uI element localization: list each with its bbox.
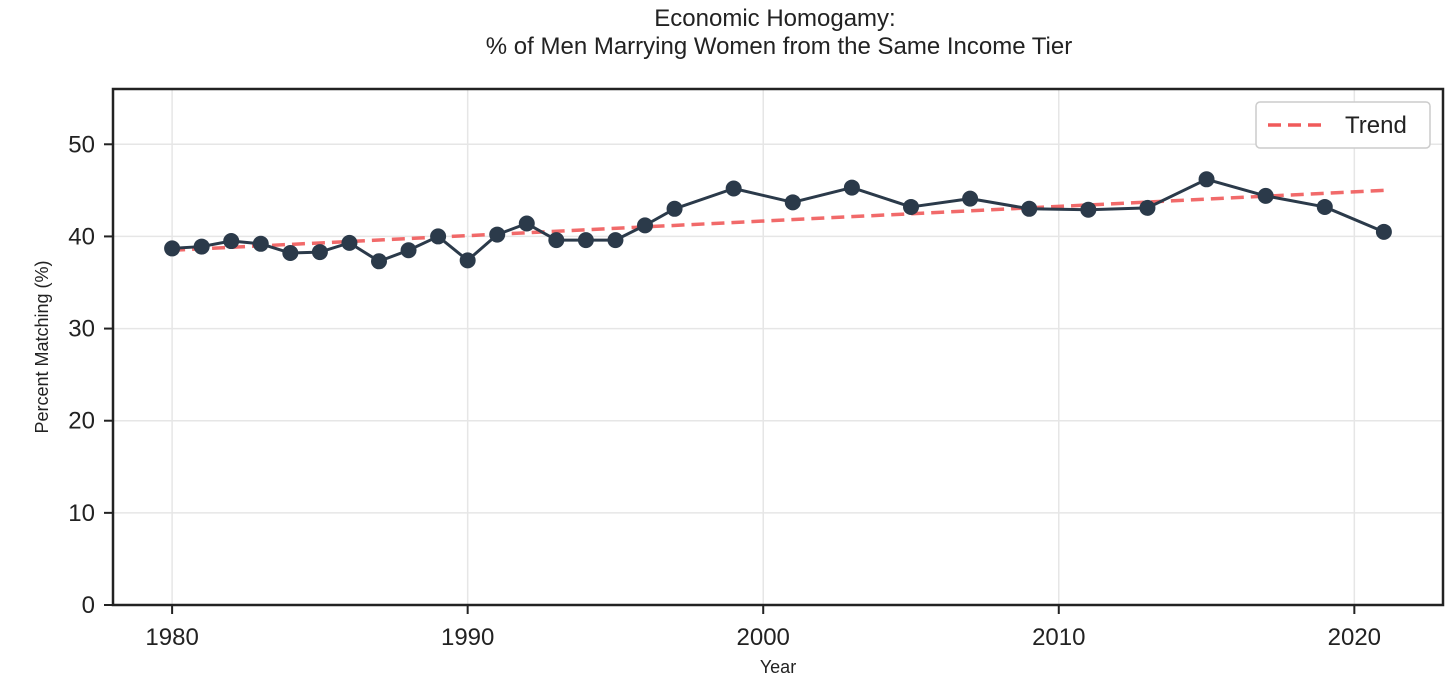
data-point-1994 — [577, 232, 594, 249]
x-tick-label: 1990 — [441, 624, 494, 651]
data-point-2015 — [1198, 171, 1215, 188]
x-axis-ticks: 1980 1990 2000 2010 2020 — [145, 605, 1381, 651]
x-axis-label: Year — [760, 657, 796, 677]
y-tick-label: 10 — [68, 500, 95, 527]
data-point-1981 — [193, 238, 210, 255]
data-point-2017 — [1257, 187, 1274, 204]
y-axis-ticks: 0 10 20 30 40 50 — [68, 131, 113, 619]
y-tick-label: 50 — [68, 131, 95, 158]
data-point-1999 — [725, 180, 742, 197]
data-point-2013 — [1139, 199, 1156, 216]
data-point-1988 — [400, 242, 417, 259]
observed-series-layer — [164, 171, 1392, 270]
data-point-2009 — [1021, 200, 1038, 217]
data-point-2021 — [1375, 223, 1392, 240]
data-point-1984 — [282, 245, 299, 262]
trend-line-layer — [172, 188, 1384, 252]
y-tick-label: 30 — [68, 316, 95, 343]
data-point-2003 — [843, 179, 860, 196]
y-tick-label: 40 — [68, 223, 95, 250]
y-tick-label: 0 — [82, 592, 95, 619]
trend-line — [172, 188, 1384, 252]
data-point-1987 — [371, 253, 387, 270]
x-tick-label: 1980 — [145, 624, 198, 651]
data-point-2011 — [1080, 201, 1097, 218]
plot-frame — [111, 87, 1445, 607]
data-point-1996 — [637, 217, 653, 234]
data-point-1980 — [164, 240, 181, 257]
data-point-1986 — [341, 234, 358, 251]
data-point-1997 — [666, 200, 683, 217]
data-point-1985 — [311, 244, 328, 261]
x-tick-label: 2000 — [737, 624, 790, 651]
legend-label-trend: Trend — [1345, 112, 1407, 139]
x-tick-label: 2010 — [1032, 624, 1085, 651]
legend-box — [1255, 101, 1431, 149]
chart-title: Economic Homogamy: % of Men Marrying Wom… — [486, 5, 1072, 60]
data-point-1983 — [252, 235, 269, 252]
data-point-1989 — [430, 228, 447, 245]
data-point-1982 — [223, 233, 240, 250]
data-point-1990 — [459, 252, 476, 269]
data-point-1992 — [518, 215, 535, 232]
data-point-1991 — [489, 226, 506, 243]
legend: Trend — [1255, 101, 1431, 149]
data-point-2007 — [962, 190, 979, 207]
y-axis-label: Percent Matching (%) — [32, 260, 52, 433]
data-point-2005 — [903, 198, 919, 215]
data-point-2001 — [784, 194, 801, 211]
data-point-2019 — [1316, 198, 1333, 215]
gridlines — [113, 89, 1443, 606]
data-point-1995 — [607, 232, 624, 249]
chart-title-line-1: Economic Homogamy: — [654, 5, 895, 32]
data-point-1993 — [548, 232, 565, 249]
chart-title-line-2: % of Men Marrying Women from the Same In… — [486, 33, 1072, 60]
x-tick-label: 2020 — [1328, 624, 1381, 651]
y-tick-label: 20 — [68, 408, 95, 435]
